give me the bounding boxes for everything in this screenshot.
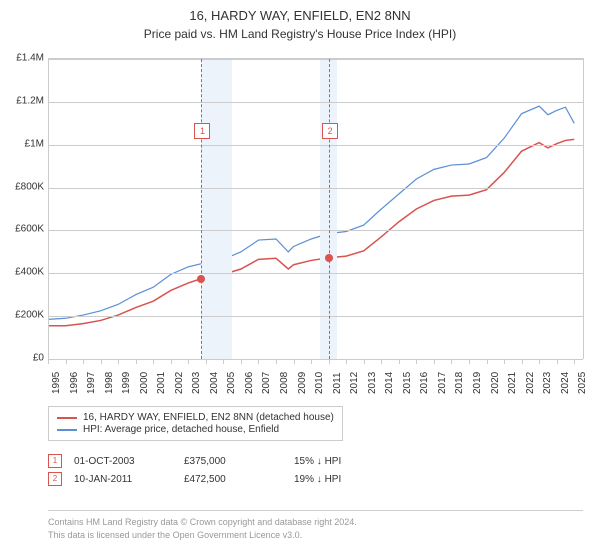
- sale-date: 01-OCT-2003: [74, 456, 184, 467]
- x-tick-label: 2006: [244, 372, 255, 394]
- x-tick-label: 2009: [297, 372, 308, 394]
- x-tick-label: 2020: [490, 372, 501, 394]
- legend-item: 16, HARDY WAY, ENFIELD, EN2 8NN (detache…: [57, 412, 334, 423]
- x-tick-label: 1997: [86, 372, 97, 394]
- legend-label: 16, HARDY WAY, ENFIELD, EN2 8NN (detache…: [83, 412, 334, 423]
- marker-vline: [201, 59, 202, 359]
- sale-row: 1 01-OCT-2003£375,00015% ↓ HPI: [48, 452, 404, 470]
- sales-table: 1 01-OCT-2003£375,00015% ↓ HPI 2 10-JAN-201…: [48, 452, 404, 488]
- x-tick-label: 2003: [191, 372, 202, 394]
- x-tick-label: 2008: [279, 372, 290, 394]
- x-tick-label: 2023: [542, 372, 553, 394]
- marker-label-box: 2: [322, 123, 338, 139]
- marker-vline: [329, 59, 330, 359]
- x-tick-label: 2015: [402, 372, 413, 394]
- marker-label-box: 1: [194, 123, 210, 139]
- x-tick-label: 2025: [577, 372, 588, 394]
- chart-area: 12: [48, 58, 584, 359]
- x-tick-label: 2005: [226, 372, 237, 394]
- legend-swatch: [57, 417, 77, 419]
- y-tick-label: £200K: [4, 310, 44, 321]
- y-tick-label: £1M: [4, 138, 44, 149]
- y-tick-label: £0: [4, 353, 44, 364]
- x-tick-label: 2016: [419, 372, 430, 394]
- x-tick-label: 2024: [560, 372, 571, 394]
- y-tick-label: £400K: [4, 267, 44, 278]
- sale-date: 10-JAN-2011: [74, 474, 184, 485]
- series-price_paid: [48, 139, 574, 325]
- x-tick-label: 1998: [104, 372, 115, 394]
- x-tick-label: 1999: [121, 372, 132, 394]
- chart-svg: [48, 59, 583, 359]
- legend-label: HPI: Average price, detached house, Enfi…: [83, 424, 279, 435]
- x-tick-label: 2014: [384, 372, 395, 394]
- x-tick-label: 2007: [261, 372, 272, 394]
- shaded-band: [201, 59, 232, 359]
- sale-row: 2 10-JAN-2011£472,50019% ↓ HPI: [48, 470, 404, 488]
- y-tick-label: £800K: [4, 181, 44, 192]
- y-gridline: [48, 273, 583, 274]
- footer-text-2: This data is licensed under the Open Gov…: [48, 530, 302, 540]
- x-tick-label: 2004: [209, 372, 220, 394]
- footer-text-1: Contains HM Land Registry data © Crown c…: [48, 517, 357, 527]
- y-tick-label: £1.2M: [4, 95, 44, 106]
- x-tick-label: 2002: [174, 372, 185, 394]
- legend-item: HPI: Average price, detached house, Enfi…: [57, 424, 334, 435]
- sale-row-marker: 1: [48, 454, 62, 468]
- legend-swatch: [57, 429, 77, 431]
- x-tick-label: 1996: [69, 372, 80, 394]
- x-tick-label: 2018: [454, 372, 465, 394]
- y-gridline: [48, 230, 583, 231]
- page-title: 16, HARDY WAY, ENFIELD, EN2 8NN: [0, 8, 600, 23]
- y-gridline: [48, 188, 583, 189]
- y-gridline: [48, 102, 583, 103]
- sale-delta: 19% ↓ HPI: [294, 474, 404, 485]
- x-tick-label: 2012: [349, 372, 360, 394]
- x-tick-label: 2010: [314, 372, 325, 394]
- legend: 16, HARDY WAY, ENFIELD, EN2 8NN (detache…: [48, 406, 343, 441]
- sale-price: £375,000: [184, 456, 294, 467]
- y-gridline: [48, 59, 583, 60]
- x-tick-label: 1995: [51, 372, 62, 394]
- y-axis: [48, 59, 49, 359]
- page-subtitle: Price paid vs. HM Land Registry's House …: [0, 27, 600, 41]
- x-tick-label: 2022: [525, 372, 536, 394]
- y-tick-label: £600K: [4, 224, 44, 235]
- x-tick-label: 2000: [139, 372, 150, 394]
- y-gridline: [48, 145, 583, 146]
- sale-price: £472,500: [184, 474, 294, 485]
- y-tick-label: £1.4M: [4, 53, 44, 64]
- sale-marker-dot: [325, 254, 333, 262]
- x-axis: [48, 359, 583, 360]
- x-tick-label: 2001: [156, 372, 167, 394]
- x-tick-label: 2013: [367, 372, 378, 394]
- sale-delta: 15% ↓ HPI: [294, 456, 404, 467]
- x-tick-label: 2019: [472, 372, 483, 394]
- x-tick-label: 2017: [437, 372, 448, 394]
- series-hpi: [48, 106, 574, 319]
- title-block: 16, HARDY WAY, ENFIELD, EN2 8NN Price pa…: [0, 0, 600, 41]
- x-tick-label: 2021: [507, 372, 518, 394]
- sale-row-marker: 2: [48, 472, 62, 486]
- y-gridline: [48, 316, 583, 317]
- footer-divider: [48, 510, 583, 511]
- x-tick-label: 2011: [332, 372, 343, 394]
